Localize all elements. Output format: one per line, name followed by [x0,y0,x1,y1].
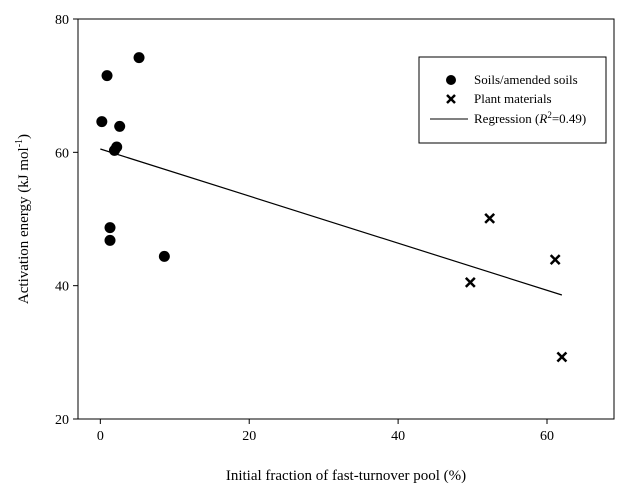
soil-point [133,52,145,64]
y-axis-label-main: Activation energy (kJ mol [16,147,32,304]
y-axis-label-end: ) [16,134,32,139]
y-tick-label: 80 [55,13,69,28]
x-tick-label: 60 [540,429,554,444]
x-axis-label: Initial fraction of fast-turnover pool (… [226,468,466,484]
plant-point [549,254,561,266]
legend-label-regression: Regression (R2=0.49) [474,110,586,126]
plant-point [484,212,496,224]
legend-regression-text: Regression ( [474,111,539,126]
y-tick-label: 20 [55,413,69,428]
legend-regression-end: =0.49) [552,111,586,126]
legend-label-plant: Plant materials [474,91,552,106]
plot-area [77,18,615,420]
axis-ticks: 0 20 40 60 20 40 60 80 [55,13,554,444]
soil-point [96,116,108,128]
regression-layer [100,148,563,296]
plant-point [556,351,568,363]
legend-label-soils: Soils/amended soils [474,72,578,87]
data-points [96,52,568,363]
y-axis-label-sup: -1 [14,139,25,147]
y-tick-label: 60 [55,146,69,161]
legend-marker-soils [446,75,456,85]
legend-regression-sup: 2 [547,110,552,120]
x-tick-label: 0 [97,429,104,444]
soil-point [104,234,116,246]
soil-point [104,222,116,234]
x-tick-label: 20 [242,429,256,444]
soil-point [114,120,126,132]
y-tick-label: 40 [55,280,69,295]
legend-marker-plant [446,94,456,104]
legend: Soils/amended soils Plant materials Regr… [418,56,607,144]
soil-point [101,70,113,82]
legend-regression-r: R [538,111,547,126]
soil-point [111,141,123,153]
soil-point [158,250,170,262]
regression-line [100,148,563,296]
plant-point [464,276,476,288]
y-axis-label: Activation energy (kJ mol-1) [14,134,32,304]
x-tick-label: 40 [391,429,405,444]
